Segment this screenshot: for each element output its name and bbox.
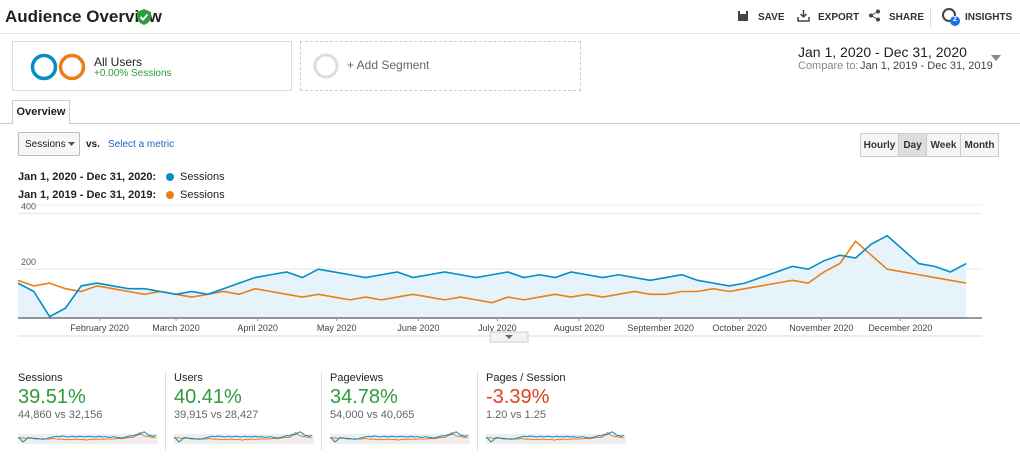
vs-label: vs. — [86, 139, 100, 150]
metric-comparison: 39,915 vs 28,427 — [174, 409, 259, 421]
sparkline-bg — [18, 434, 158, 444]
scorecard: Users 40.41% 39,915 vs 28,427 — [174, 372, 322, 452]
scorecard-divider — [321, 372, 322, 450]
segment-circles — [30, 53, 86, 81]
scorecard-divider — [477, 372, 478, 450]
sparkline-line — [330, 431, 468, 443]
sparkline — [18, 431, 158, 444]
insights-icon — [942, 8, 960, 26]
legend-period: Jan 1, 2019 - Dec 31, 2019: — [18, 189, 157, 201]
date-range[interactable]: Jan 1, 2020 - Dec 31, 2020 — [798, 44, 967, 60]
compare-range: Jan 1, 2019 - Dec 31, 2019 — [860, 60, 993, 72]
metric-comparison: 1.20 vs 1.25 — [486, 409, 546, 421]
metric-comparison: 54,000 vs 40,065 — [330, 409, 415, 421]
granularity-button[interactable]: Week — [926, 133, 961, 157]
overview-tab[interactable]: Overview — [12, 100, 70, 124]
legend-dot — [166, 173, 174, 181]
y-tick-label: 200 — [21, 257, 36, 267]
legend-label: Sessions — [180, 171, 225, 183]
x-tick-label: July 2020 — [478, 323, 517, 333]
segment-detail: +0.00% Sessions — [94, 68, 172, 79]
save-icon — [738, 11, 748, 21]
x-tick-label: August 2020 — [554, 323, 605, 333]
divider — [930, 7, 931, 27]
metric-name: Pages / Session — [486, 372, 566, 384]
sparkline-line — [174, 431, 312, 443]
legend-dot — [166, 191, 174, 199]
sparkline-bg — [486, 434, 626, 444]
scorecard: Pages / Session -3.39% 1.20 vs 1.25 — [486, 372, 634, 452]
y-tick-label: 400 — [21, 201, 36, 211]
insights-badge: 2 — [953, 16, 957, 23]
date-dropdown-arrow[interactable] — [991, 55, 1001, 61]
verified-icon — [137, 9, 151, 25]
export-button[interactable]: EXPORT — [818, 12, 860, 23]
x-tick-label: February 2020 — [70, 323, 129, 333]
scorecard: Pageviews 34.78% 54,000 vs 40,065 — [330, 372, 478, 452]
header-border — [0, 33, 1020, 34]
sparkline — [330, 431, 470, 444]
metric-change: -3.39% — [486, 386, 550, 408]
compare-label: Compare to: — [798, 60, 859, 72]
collapse-arrow — [505, 335, 513, 339]
sparkline — [174, 431, 314, 444]
x-tick-label: May 2020 — [317, 323, 357, 333]
tab-border — [0, 123, 1020, 124]
segment-name: All Users — [94, 55, 143, 69]
export-icon — [797, 10, 810, 22]
x-tick-label: March 2020 — [152, 323, 200, 333]
x-tick-label: October 2020 — [712, 323, 767, 333]
series-area — [18, 235, 967, 318]
page-title: Audience Overview — [5, 7, 162, 26]
metric-change: 34.78% — [330, 386, 398, 408]
granularity-button[interactable]: Day — [898, 133, 927, 157]
metric-change: 39.51% — [18, 386, 86, 408]
line-chart: 200 400 February 2020 March 2020 April 2020 M… — [17, 201, 982, 343]
save-button[interactable]: SAVE — [758, 12, 785, 23]
sparkline-line — [18, 431, 156, 443]
x-tick-label: June 2020 — [397, 323, 439, 333]
share-button[interactable]: SHARE — [889, 12, 925, 23]
metric-label: Sessions — [25, 139, 66, 150]
x-tick-label: December 2020 — [868, 323, 932, 333]
metric-dropdown[interactable] — [18, 132, 80, 156]
add-segment-circle — [313, 53, 339, 79]
legend-label: Sessions — [180, 189, 225, 201]
metric-comparison: 44,860 vs 32,156 — [18, 409, 103, 421]
metric-change: 40.41% — [174, 386, 242, 408]
granularity-button[interactable]: Hourly — [860, 133, 899, 157]
x-tick-label: April 2020 — [237, 323, 278, 333]
metric-arrow — [68, 142, 75, 146]
add-segment-label: + Add Segment — [347, 58, 430, 72]
granularity-button[interactable]: Month — [960, 133, 999, 157]
sparkline-bg — [174, 434, 314, 444]
add-segment-card[interactable] — [300, 41, 581, 91]
metric-name: Users — [174, 372, 203, 384]
x-tick-label: September 2020 — [627, 323, 694, 333]
series-line — [17, 234, 967, 318]
sparkline — [486, 431, 626, 444]
sparkline-bg — [330, 434, 470, 444]
scorecard-divider — [165, 372, 166, 450]
x-tick-label: November 2020 — [789, 323, 853, 333]
select-metric[interactable]: Select a metric — [108, 139, 175, 150]
sparkline-line — [486, 431, 624, 443]
insights-button[interactable]: INSIGHTS — [965, 12, 1013, 23]
scorecard: Sessions 39.51% 44,860 vs 32,156 — [18, 372, 166, 452]
metric-name: Pageviews — [330, 372, 384, 384]
metric-name: Sessions — [18, 372, 63, 384]
share-icon — [869, 9, 880, 22]
legend-period: Jan 1, 2020 - Dec 31, 2020: — [18, 171, 157, 183]
segment-card[interactable] — [12, 41, 292, 91]
